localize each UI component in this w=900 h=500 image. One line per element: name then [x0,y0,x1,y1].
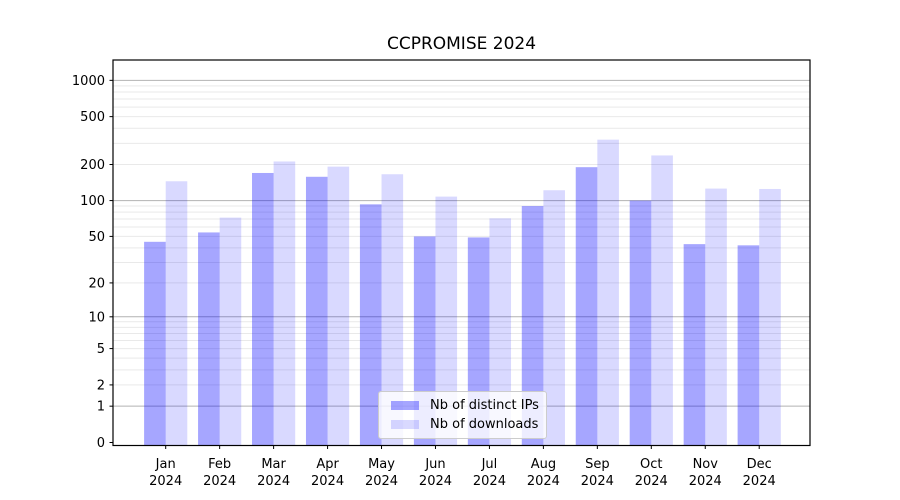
bar-distinct-ips-sep [575,167,598,446]
y-tick-label-1: 1 [97,400,105,415]
bar-downloads-nov [705,188,727,446]
bar-distinct-ips-may [359,204,382,446]
y-tick-label-10: 10 [88,310,105,325]
x-tick-label-month-jul: Jul [481,457,498,472]
y-tick-label-200: 200 [80,158,105,173]
x-tick-label-year-sep: 2024 [581,474,614,489]
legend-swatch-distinct-ips [391,401,419,411]
x-tick-label-year-dec: 2024 [743,474,776,489]
legend-label-distinct-ips: Nb of distinct IPs [430,398,539,414]
bar-distinct-ips-nov [683,244,706,446]
x-tick-label-month-mar: Mar [261,457,286,472]
x-tick-label-year-feb: 2024 [203,474,236,489]
x-tick-label-year-mar: 2024 [257,474,290,489]
x-tick-label-month-feb: Feb [208,457,231,472]
y-tick-label-0: 0 [97,436,105,451]
bar-distinct-ips-jan [144,241,166,446]
bar-downloads-aug [543,190,565,446]
legend-swatch-downloads [391,419,419,429]
y-tick-label-500: 500 [80,110,105,125]
chart-title: CCPROMISE 2024 [386,34,537,54]
x-tick-label-month-nov: Nov [693,457,719,472]
legend-entry-distinct-ips: Nb of distinct IPs [387,398,539,414]
bar-downloads-sep [597,139,619,446]
bar-distinct-ips-feb [198,232,220,446]
x-tick-label-year-jan: 2024 [149,474,182,489]
bar-downloads-jun [435,196,458,446]
bar-downloads-mar [273,161,296,446]
x-tick-label-month-oct: Oct [640,457,662,472]
x-tick-label-month-jan: Jan [155,457,176,472]
x-tick-label-year-nov: 2024 [689,474,722,489]
plot-border [112,59,811,447]
x-tick-label-month-may: May [368,457,395,472]
y-tick-label-100: 100 [80,194,105,209]
bar-distinct-ips-apr [305,176,328,446]
y-tick-label-50: 50 [88,230,105,245]
bar-downloads-may [381,174,404,446]
x-tick-label-year-may: 2024 [365,474,398,489]
bar-downloads-apr [327,166,350,446]
bar-distinct-ips-dec [737,245,760,446]
bar-distinct-ips-aug [521,206,544,446]
bar-distinct-ips-mar [252,172,274,446]
bar-distinct-ips-oct [629,200,652,446]
y-tick-label-20: 20 [88,276,105,291]
x-tick-label-year-apr: 2024 [311,474,344,489]
x-tick-label-month-aug: Aug [531,457,556,472]
y-tick-label-1000: 1000 [72,74,105,89]
x-tick-label-month-dec: Dec [747,457,772,472]
bar-downloads-oct [651,155,673,446]
x-tick-label-month-sep: Sep [585,457,610,472]
y-tick-label-5: 5 [97,342,105,357]
x-tick-label-year-jun: 2024 [419,474,452,489]
x-tick-label-month-jun: Jun [424,457,445,472]
x-tick-label-month-apr: Apr [316,457,339,472]
bar-downloads-feb [219,217,242,446]
legend-entry-downloads: Nb of downloads [387,417,538,432]
legend-label-downloads: Nb of downloads [430,416,539,432]
bar-downloads-jan [165,181,188,446]
bar-downloads-dec [759,188,781,446]
x-tick-label-year-oct: 2024 [635,474,668,489]
x-tick-label-year-aug: 2024 [527,474,560,489]
x-tick-label-year-jul: 2024 [473,474,506,489]
bar-downloads-jul [489,218,512,446]
y-tick-label-2: 2 [97,378,105,393]
legend: Nb of distinct IPs Nb of downloads [378,391,547,439]
